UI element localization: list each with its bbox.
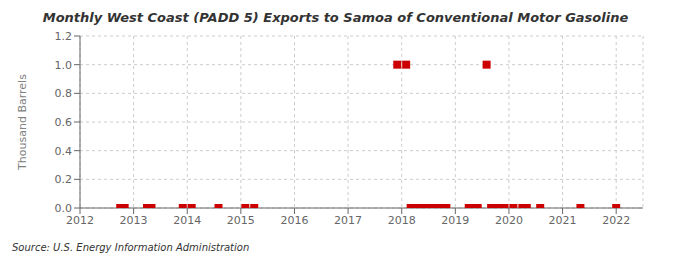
html-text:Monthly West Coast (PADD 5) Ex: Monthly West Coast (PADD 5) Exports to S… [42,10,629,25]
svg-text:2014: 2014 [173,214,201,227]
svg-text:0.0: 0.0 [55,202,73,215]
svg-text:1.0: 1.0 [55,59,73,72]
svg-text:1.2: 1.2 [55,30,73,43]
html-text:Source: U.S. Energy Informatio: Source: U.S. Energy Information Administ… [12,242,250,253]
svg-text:2013: 2013 [120,214,148,227]
svg-text:Thousand Barrels: Thousand Barrels [16,74,29,171]
svg-text:2019: 2019 [441,214,469,227]
svg-text:2015: 2015 [227,214,255,227]
svg-text:2017: 2017 [334,214,362,227]
svg-text:2022: 2022 [602,214,630,227]
svg-text:2021: 2021 [549,214,577,227]
svg-text:0.6: 0.6 [55,116,73,129]
svg-text:0.4: 0.4 [55,145,73,158]
svg-text:0.2: 0.2 [55,173,73,186]
svg-text:2018: 2018 [388,214,416,227]
svg-text:2016: 2016 [280,214,308,227]
svg-text:2020: 2020 [495,214,523,227]
svg-text:0.8: 0.8 [55,87,73,100]
svg-text:2012: 2012 [66,214,94,227]
